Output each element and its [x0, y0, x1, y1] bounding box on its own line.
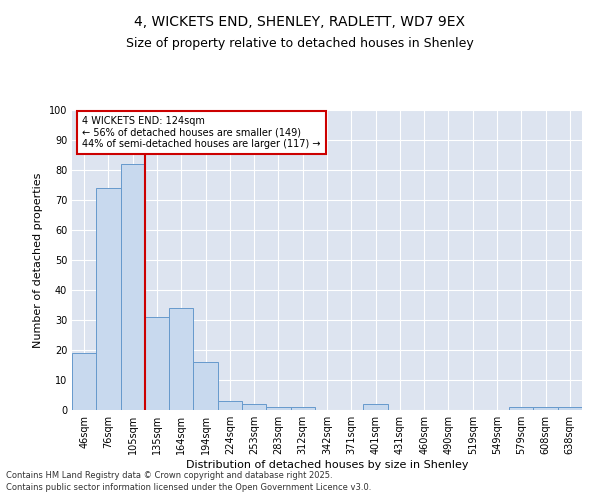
- Text: 4, WICKETS END, SHENLEY, RADLETT, WD7 9EX: 4, WICKETS END, SHENLEY, RADLETT, WD7 9E…: [134, 15, 466, 29]
- Bar: [218, 401, 242, 410]
- Bar: [121, 164, 145, 410]
- Bar: [72, 353, 96, 410]
- Bar: [558, 407, 582, 410]
- Bar: [242, 404, 266, 410]
- Bar: [145, 317, 169, 410]
- Bar: [509, 407, 533, 410]
- Text: Contains public sector information licensed under the Open Government Licence v3: Contains public sector information licen…: [6, 484, 371, 492]
- Text: 4 WICKETS END: 124sqm
← 56% of detached houses are smaller (149)
44% of semi-det: 4 WICKETS END: 124sqm ← 56% of detached …: [82, 116, 320, 149]
- Bar: [193, 362, 218, 410]
- X-axis label: Distribution of detached houses by size in Shenley: Distribution of detached houses by size …: [186, 460, 468, 470]
- Bar: [266, 407, 290, 410]
- Text: Size of property relative to detached houses in Shenley: Size of property relative to detached ho…: [126, 38, 474, 51]
- Bar: [533, 407, 558, 410]
- Bar: [96, 188, 121, 410]
- Text: Contains HM Land Registry data © Crown copyright and database right 2025.: Contains HM Land Registry data © Crown c…: [6, 471, 332, 480]
- Y-axis label: Number of detached properties: Number of detached properties: [33, 172, 43, 348]
- Bar: [290, 407, 315, 410]
- Bar: [169, 308, 193, 410]
- Bar: [364, 404, 388, 410]
